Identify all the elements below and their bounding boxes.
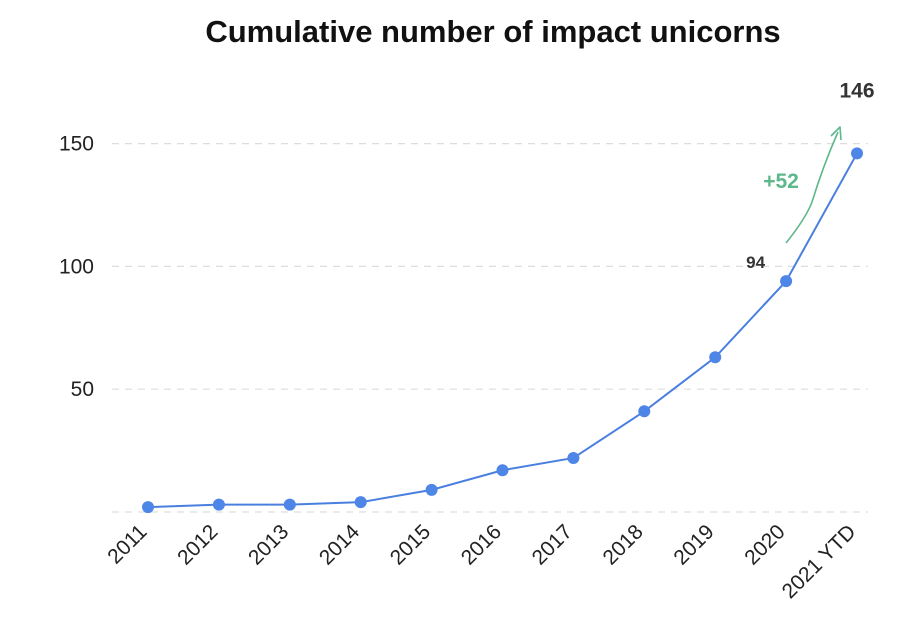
data-point [142, 501, 154, 514]
gridlines [112, 143, 868, 513]
data-point [780, 275, 793, 288]
annotation-arrow-head [830, 126, 842, 141]
x-tick-label: 2014 [315, 520, 365, 570]
y-tick-label: 100 [59, 255, 94, 278]
data-point [283, 498, 296, 511]
annotation-arrow-line [785, 131, 839, 244]
data-label: 94 [746, 253, 765, 272]
y-tick-label: 50 [71, 378, 94, 401]
y-tick-label: 150 [59, 133, 94, 156]
data-point [851, 147, 863, 160]
x-tick-label: 2013 [244, 520, 293, 569]
x-tick-label: 2021 YTD [778, 520, 861, 603]
x-tick-label: 2015 [386, 520, 435, 569]
growth-annotation: +52 [763, 126, 842, 244]
series-points [142, 147, 863, 514]
data-labels: 94 146 [746, 79, 874, 272]
chart-title: Cumulative number of impact unicorns [205, 14, 781, 49]
data-point [709, 351, 722, 364]
annotation-label: +52 [763, 170, 799, 193]
data-point [496, 464, 509, 477]
data-label: 146 [839, 79, 874, 102]
x-tick-label: 2020 [740, 520, 789, 569]
series-line [147, 152, 858, 509]
x-tick-label: 2012 [173, 520, 222, 569]
x-tick-label: 2019 [669, 520, 718, 569]
data-point [638, 405, 651, 418]
data-point [212, 498, 225, 511]
y-axis-ticks: 50 100 150 [59, 133, 94, 402]
data-point [567, 451, 580, 464]
x-tick-label: 2011 [103, 520, 151, 568]
x-axis-ticks: 2011 2012 2013 2014 2015 2016 2017 2018 2019 2020… [103, 520, 860, 603]
x-tick-label: 2017 [528, 520, 577, 569]
data-point [425, 483, 438, 496]
x-tick-label: 2018 [599, 520, 648, 569]
data-point [354, 496, 367, 509]
x-tick-label: 2016 [457, 520, 506, 569]
